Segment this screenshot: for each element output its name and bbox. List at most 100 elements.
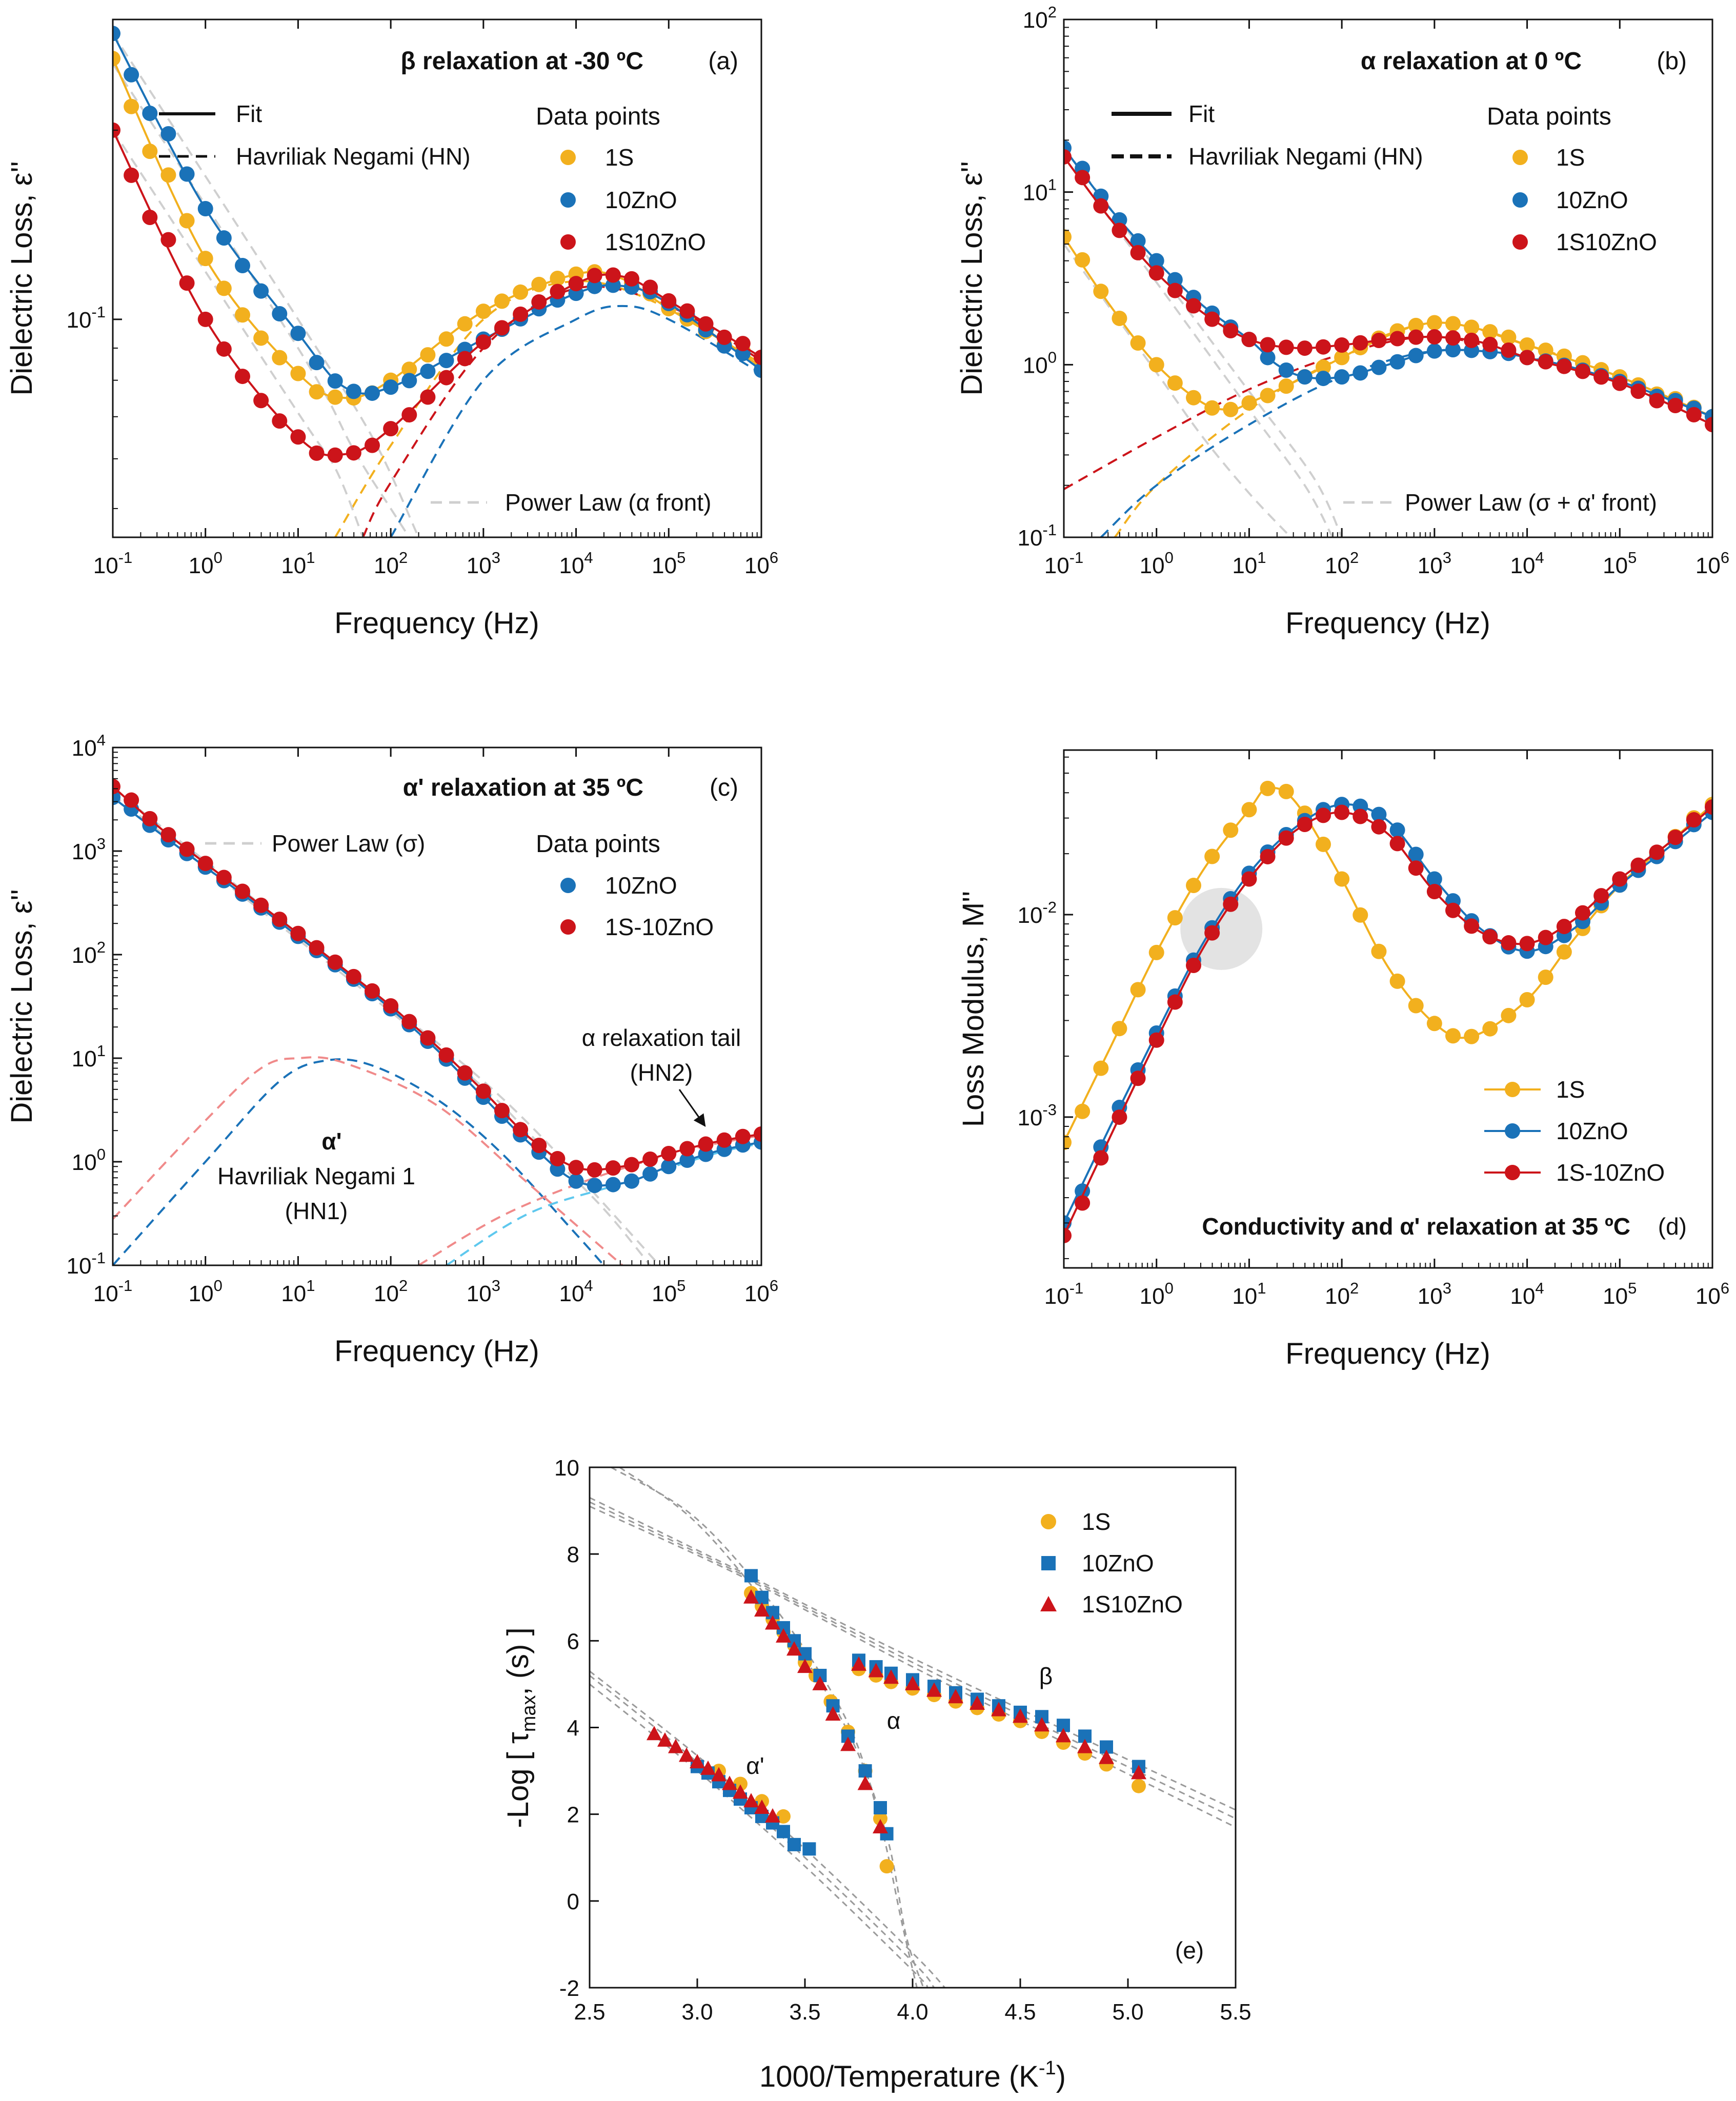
- data-point: [1130, 1070, 1146, 1086]
- data-point: [1223, 401, 1239, 417]
- data-point: [905, 1675, 920, 1690]
- data-point: [1130, 335, 1146, 351]
- data-point: [1093, 198, 1109, 214]
- legend-fit-label-b: Fit: [1188, 100, 1215, 127]
- panel-e-ylabel-main: -Log [ τ: [501, 1732, 535, 1828]
- data-point: [1686, 812, 1702, 828]
- data-point: [1148, 944, 1164, 960]
- data-point: [401, 373, 417, 389]
- data-point: [754, 350, 761, 366]
- data-point: [1408, 846, 1424, 862]
- y-tick-label: 10-2: [1017, 898, 1057, 928]
- series-line: [1064, 786, 1712, 1143]
- data-point: [1371, 333, 1387, 349]
- x-tick-label: 10-1: [93, 1277, 133, 1306]
- data-point: [160, 126, 176, 142]
- legend-label-1S-10ZnO-d: 1S-10ZnO: [1556, 1159, 1665, 1186]
- panel-a-label: (a): [708, 48, 738, 75]
- data-point: [605, 1160, 621, 1176]
- data-point: [1389, 354, 1405, 370]
- data-point: [531, 276, 547, 292]
- data-point: [1445, 1028, 1461, 1044]
- x-tick-label: 102: [374, 1277, 408, 1306]
- data-point: [197, 311, 213, 327]
- x-tick-label: 10-1: [1044, 1279, 1084, 1309]
- data-point: [1371, 359, 1387, 375]
- data-point: [1482, 1021, 1498, 1037]
- data-point: [365, 385, 380, 401]
- y-tick-label: 101: [1023, 176, 1057, 206]
- data-point: [1034, 1717, 1049, 1732]
- y-tick-label: 10-1: [66, 303, 106, 333]
- data-point: [1593, 369, 1609, 385]
- data-point: [624, 1173, 639, 1189]
- legend-marker-10ZnO-b: [1512, 192, 1528, 208]
- data-point: [1353, 365, 1368, 381]
- y-tick-label: 2: [567, 1803, 579, 1828]
- data-point: [1593, 888, 1609, 904]
- data-point: [1482, 336, 1498, 352]
- panel-e-label: (e): [1175, 1937, 1204, 1964]
- data-point: [475, 1083, 491, 1099]
- data-point: [1538, 354, 1553, 370]
- data-point: [1260, 388, 1276, 403]
- data-point: [1241, 802, 1257, 818]
- data-point: [272, 912, 288, 927]
- fit-line: [619, 1467, 924, 1988]
- highlight-circle: [1180, 887, 1263, 970]
- data-point: [1260, 849, 1276, 864]
- beta-annotation: β: [1039, 1663, 1053, 1689]
- data-point: [735, 1128, 751, 1144]
- data-point: [1148, 357, 1164, 373]
- data-point: [1148, 1032, 1164, 1048]
- data-point: [754, 362, 761, 378]
- panel-e-ticks: 2.5 3.0 3.5 4.0 4.5 5.0 5.5 -2 0 2 4 6 8 10: [554, 1456, 1251, 2025]
- data-point: [851, 1656, 866, 1671]
- data-point: [642, 279, 658, 295]
- legend-label-10ZnO-d: 10ZnO: [1556, 1118, 1628, 1144]
- x-tick-label: 103: [1418, 549, 1451, 578]
- data-point: [873, 1819, 888, 1834]
- x-tick-label: 101: [281, 549, 315, 578]
- dashed-curve: [113, 1058, 605, 1265]
- data-point: [868, 1663, 884, 1678]
- series-line: [113, 130, 761, 457]
- data-point: [1297, 340, 1313, 356]
- data-point: [661, 1159, 677, 1175]
- legend-label-10ZnO-b: 10ZnO: [1556, 187, 1628, 213]
- data-point: [1077, 1739, 1093, 1753]
- x-tick-label: 102: [374, 549, 408, 578]
- data-point: [513, 284, 529, 300]
- data-point: [1316, 339, 1331, 355]
- plot-area: [590, 1467, 1236, 1988]
- x-tick-label: 10-1: [93, 549, 133, 578]
- data-point: [1056, 1728, 1071, 1743]
- panel-c-label: (c): [710, 774, 738, 801]
- data-point: [216, 341, 232, 357]
- data-point: [457, 351, 473, 367]
- data-point: [1112, 223, 1127, 238]
- data-point: [1223, 822, 1239, 838]
- data-point: [840, 1736, 856, 1751]
- panel-d-plot-layer: [1064, 780, 1712, 1243]
- y-tick-label: 104: [72, 731, 106, 761]
- data-point: [475, 304, 491, 319]
- panel-d-xlabel: Frequency (Hz): [1285, 1337, 1490, 1370]
- x-tick-label: 5.0: [1112, 1999, 1143, 2025]
- dashed-curve: [113, 33, 420, 537]
- data-point: [743, 1589, 759, 1604]
- data-point: [1334, 871, 1350, 887]
- data-point: [124, 792, 139, 808]
- data-point: [1260, 337, 1276, 353]
- x-tick-label: 105: [652, 1277, 685, 1306]
- y-tick-label: 10-1: [66, 1249, 106, 1279]
- legend-marker-1S10ZnO-b: [1512, 234, 1528, 250]
- data-point: [1408, 860, 1424, 876]
- y-tick-label: 0: [567, 1889, 579, 1914]
- data-point: [346, 383, 361, 399]
- x-tick-label: 101: [1232, 1279, 1266, 1309]
- data-point: [642, 1166, 658, 1182]
- legend-marker-1S-e: [1041, 1514, 1056, 1529]
- data-point: [797, 1659, 813, 1673]
